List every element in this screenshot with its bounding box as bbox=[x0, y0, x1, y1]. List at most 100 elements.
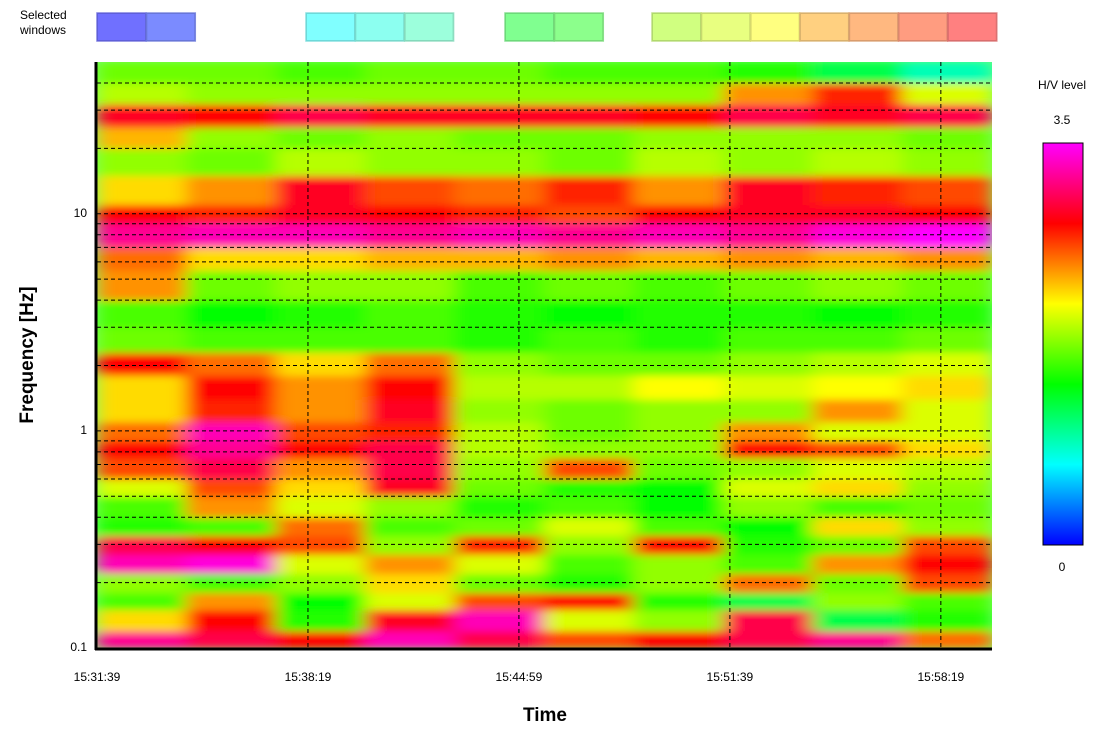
heatmap-cell bbox=[97, 147, 187, 177]
heatmap-cell bbox=[902, 592, 992, 611]
heatmap-cell bbox=[812, 82, 903, 105]
heatmap-cell bbox=[723, 421, 814, 442]
heatmap-cell bbox=[812, 630, 903, 648]
colorbar bbox=[1042, 142, 1084, 546]
heatmap-cell bbox=[633, 246, 724, 271]
heatmap-cell bbox=[633, 62, 724, 84]
heatmap-cell bbox=[97, 269, 187, 301]
heatmap-cell bbox=[365, 351, 456, 376]
heatmap-cell bbox=[902, 246, 992, 271]
heatmap-cell bbox=[275, 326, 366, 353]
heatmap-cell bbox=[275, 299, 366, 328]
heatmap-cell bbox=[902, 440, 992, 459]
heatmap-cell bbox=[544, 175, 635, 206]
heatmap-cell bbox=[275, 204, 366, 225]
heatmap-cell bbox=[633, 495, 724, 518]
heatmap-cell bbox=[633, 553, 724, 575]
heatmap-cell bbox=[275, 478, 366, 497]
heatmap-cell bbox=[454, 326, 545, 353]
heatmap-cell bbox=[723, 573, 814, 594]
heatmap-cell bbox=[186, 374, 277, 400]
heatmap-cell bbox=[812, 223, 903, 248]
heatmap-cell bbox=[544, 269, 635, 301]
heatmap-cell bbox=[723, 478, 814, 497]
heatmap-cell bbox=[365, 223, 456, 248]
heatmap-cell bbox=[723, 495, 814, 518]
heatmap-cell bbox=[275, 62, 366, 84]
heatmap-cell bbox=[812, 398, 903, 423]
heatmap-cell bbox=[186, 457, 277, 480]
heatmap-cell bbox=[186, 609, 277, 632]
heatmap-cell bbox=[365, 495, 456, 518]
heatmap-cell bbox=[902, 457, 992, 480]
heatmap-cell bbox=[365, 175, 456, 206]
colorbar-tick-label: 0 bbox=[1059, 560, 1066, 574]
heatmap-cell bbox=[186, 398, 277, 423]
heatmap-cell bbox=[275, 82, 366, 105]
heatmap-cell bbox=[544, 103, 635, 128]
heatmap-cell bbox=[275, 126, 366, 149]
heatmap-cell bbox=[544, 609, 635, 632]
heatmap-cell bbox=[812, 534, 903, 555]
heatmap-cell bbox=[275, 553, 366, 575]
window-swatch-fill bbox=[506, 14, 553, 40]
heatmap-cell bbox=[812, 609, 903, 632]
heatmap-cell bbox=[544, 126, 635, 149]
heatmap-cell bbox=[633, 147, 724, 177]
heatmap-cell bbox=[544, 440, 635, 459]
heatmap-cell bbox=[812, 592, 903, 611]
heatmap-cell bbox=[365, 457, 456, 480]
x-tick-label: 15:51:39 bbox=[707, 670, 754, 684]
y-tick-label: 0.1 bbox=[70, 640, 87, 654]
heatmap-cell bbox=[454, 269, 545, 301]
window-swatch-fill bbox=[850, 14, 898, 40]
heatmap-cell bbox=[97, 299, 187, 328]
heatmap-cell bbox=[633, 478, 724, 497]
heatmap-cell bbox=[723, 398, 814, 423]
heatmap-cell bbox=[633, 440, 724, 459]
heatmap-cell bbox=[186, 62, 277, 84]
heatmap-cell bbox=[544, 299, 635, 328]
heatmap-cell bbox=[633, 398, 724, 423]
heatmap-cell bbox=[275, 592, 366, 611]
heatmap-cell bbox=[275, 103, 366, 128]
heatmap-cell bbox=[454, 553, 545, 575]
heatmap-cell bbox=[454, 103, 545, 128]
heatmap-cell bbox=[812, 62, 903, 84]
heatmap-cell bbox=[633, 516, 724, 536]
heatmap-cell bbox=[365, 609, 456, 632]
heatmap-cell bbox=[723, 126, 814, 149]
heatmap-cell bbox=[454, 630, 545, 648]
heatmap-cell bbox=[275, 269, 366, 301]
heatmap-cell bbox=[902, 374, 992, 400]
heatmap-cell bbox=[723, 204, 814, 225]
heatmap-cell bbox=[365, 573, 456, 594]
heatmap-cell bbox=[365, 299, 456, 328]
heatmap-cell bbox=[544, 398, 635, 423]
heatmap-cell bbox=[365, 204, 456, 225]
heatmap-cell bbox=[97, 374, 187, 400]
heatmap-cell bbox=[544, 147, 635, 177]
heatmap-cell bbox=[812, 103, 903, 128]
heatmap-cell bbox=[97, 351, 187, 376]
heatmap-cell bbox=[902, 126, 992, 149]
heatmap-cell bbox=[633, 374, 724, 400]
heatmap-cell bbox=[186, 553, 277, 575]
heatmap-cell bbox=[723, 630, 814, 648]
heatmap-cell bbox=[365, 147, 456, 177]
heatmap-cell bbox=[723, 103, 814, 128]
colorbar-title: H/V level bbox=[1038, 78, 1086, 92]
x-tick-label: 15:58:19 bbox=[917, 670, 964, 684]
heatmap-cell bbox=[633, 103, 724, 128]
heatmap-cell bbox=[723, 147, 814, 177]
heatmap-cell bbox=[186, 147, 277, 177]
heatmap-cell bbox=[812, 246, 903, 271]
heatmap-cell bbox=[633, 457, 724, 480]
heatmap-cell bbox=[812, 495, 903, 518]
heatmap-cell bbox=[97, 457, 187, 480]
heatmap-cell bbox=[723, 534, 814, 555]
heatmap-cell bbox=[365, 62, 456, 84]
heatmap-cell bbox=[633, 299, 724, 328]
window-swatch-fill bbox=[800, 14, 848, 40]
window-swatch-fill bbox=[307, 14, 354, 40]
